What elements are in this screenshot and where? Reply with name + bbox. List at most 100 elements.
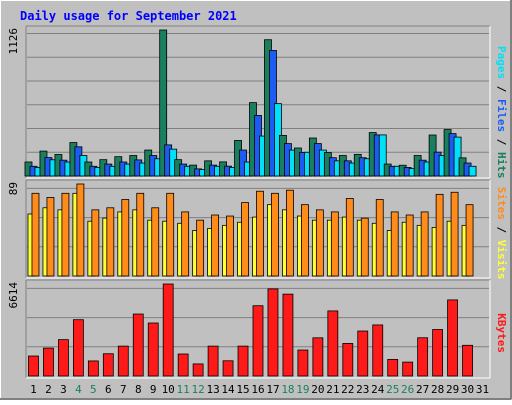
x-tick-label-day-13: 13 [206,383,219,396]
bar-sites-day-14 [226,215,234,277]
bar-kbytes-day-26 [402,361,414,377]
bar-sites-day-20 [315,209,324,277]
bar-sites-day-4 [76,183,85,277]
bar-kbytes-day-4 [72,319,84,377]
panel-hits-files-pages: 1126 Pages / Files / Hits [7,25,508,179]
bar-sites-day-17 [271,192,279,277]
bar-kbytes-day-3 [58,339,69,377]
bar-kbytes-day-28 [432,329,444,377]
legend-segment: / [495,132,508,152]
x-tick-label-day-27: 27 [416,383,429,396]
bar-kbytes-day-29 [447,299,458,377]
bar-sites-day-21 [330,211,339,277]
bar-sites-day-7 [121,199,130,277]
bar-sites-day-29 [450,191,459,277]
x-tick-label-day-7: 7 [120,383,127,396]
bar-sites-day-9 [151,207,160,277]
bar-sites-day-28 [435,193,444,277]
bar-kbytes-day-22 [342,343,354,377]
bar-kbytes-day-30 [462,344,473,377]
bar-kbytes-day-18 [282,293,294,377]
x-tick-label-day-3: 3 [60,383,67,396]
legend-segment: KBytes [495,313,508,353]
bar-sites-day-8 [136,192,145,277]
bar-hits-day-10 [159,29,168,177]
bar-kbytes-day-1 [28,355,39,377]
x-tick-label-day-15: 15 [236,383,249,396]
bar-sites-day-3 [61,192,70,277]
x-tick-label-day-11: 11 [177,383,190,396]
chart-title: Daily usage for September 2021 [20,9,237,23]
bar-sites-day-12 [196,219,205,277]
x-tick-label-day-17: 17 [266,383,279,396]
legend-segment: Sites [495,187,508,220]
x-tick-label-day-26: 26 [401,383,414,396]
bar-sites-day-22 [345,198,354,277]
bar-sites-day-11 [181,211,190,277]
bar-sites-day-15 [241,202,249,277]
x-tick-label-day-21: 21 [326,383,339,396]
x-tick-label-day-24: 24 [371,383,385,396]
y-max-label: 89 [7,182,20,195]
x-tick-label-day-25: 25 [386,383,399,396]
bar-kbytes-day-10 [162,283,174,377]
panels-layer: 1126 Pages / Files / Hits 89 Sites / Visits… [7,25,508,379]
bar-sites-day-27 [420,211,429,277]
x-tick-label-day-14: 14 [221,383,235,396]
x-tick-label-day-10: 10 [162,383,175,396]
bar-kbytes-day-20 [312,337,324,377]
legend-segment: / [495,79,508,99]
bar-sites-day-5 [91,209,100,277]
legend-segment: Pages [495,46,508,79]
x-tick-label-day-8: 8 [135,383,142,396]
bar-sites-day-25 [390,211,399,277]
x-tick-label-day-28: 28 [431,383,444,396]
bar-kbytes-day-7 [117,345,129,377]
y-max-label: 6614 [7,282,20,309]
bar-sites-day-18 [286,189,294,277]
x-tick-label-day-19: 19 [296,383,309,396]
bar-pages-day-24 [378,134,387,177]
bar-sites-day-1 [31,192,40,277]
bar-pages-day-29 [453,136,462,177]
bar-kbytes-day-21 [327,310,339,377]
bar-sites-day-24 [375,199,384,277]
bar-kbytes-day-15 [237,345,249,377]
x-tick-label-day-9: 9 [150,383,157,396]
bar-kbytes-day-25 [387,359,399,377]
bar-kbytes-day-5 [87,360,99,377]
bar-kbytes-day-11 [177,353,189,377]
bar-kbytes-day-24 [372,324,384,377]
legend-segment: Visits [495,240,508,280]
bar-kbytes-day-8 [132,313,144,377]
legend-label: Sites / Visits [495,187,508,280]
bar-sites-day-16 [256,190,264,277]
bar-kbytes-day-13 [207,345,219,377]
legend-segment: Files [495,99,508,132]
bar-kbytes-day-16 [252,305,264,377]
x-tick-label-day-16: 16 [251,383,264,396]
x-tick-label-day-22: 22 [341,383,354,396]
bar-sites-day-6 [106,207,115,277]
bar-kbytes-day-23 [357,330,369,377]
x-tick-label-day-12: 12 [192,383,205,396]
bar-sites-day-26 [405,214,414,277]
x-tick-label-day-23: 23 [356,383,369,396]
bar-sites-day-2 [46,197,55,277]
x-tick-label-day-6: 6 [105,383,112,396]
bar-kbytes-day-17 [267,288,279,377]
legend-label: KBytes [495,313,508,353]
x-tick-label-day-1: 1 [30,383,37,396]
panel-kbytes: 6614 KBytes [7,279,508,379]
x-axis: 1 2 3 4 5 6 7 8 9 10 11 12 13 14 15 16 17 18 19 20 21 22 23 24 2… [30,383,489,396]
x-tick-label-day-29: 29 [446,383,459,396]
x-tick-label-day-4: 4 [75,383,82,396]
bar-kbytes-day-12 [192,363,204,377]
bar-sites-day-30 [465,204,474,277]
bar-kbytes-day-27 [417,337,429,377]
bar-sites-day-10 [166,192,175,277]
bar-sites-day-23 [360,217,369,277]
panel-visits-sites: 89 Sites / Visits [7,179,508,280]
